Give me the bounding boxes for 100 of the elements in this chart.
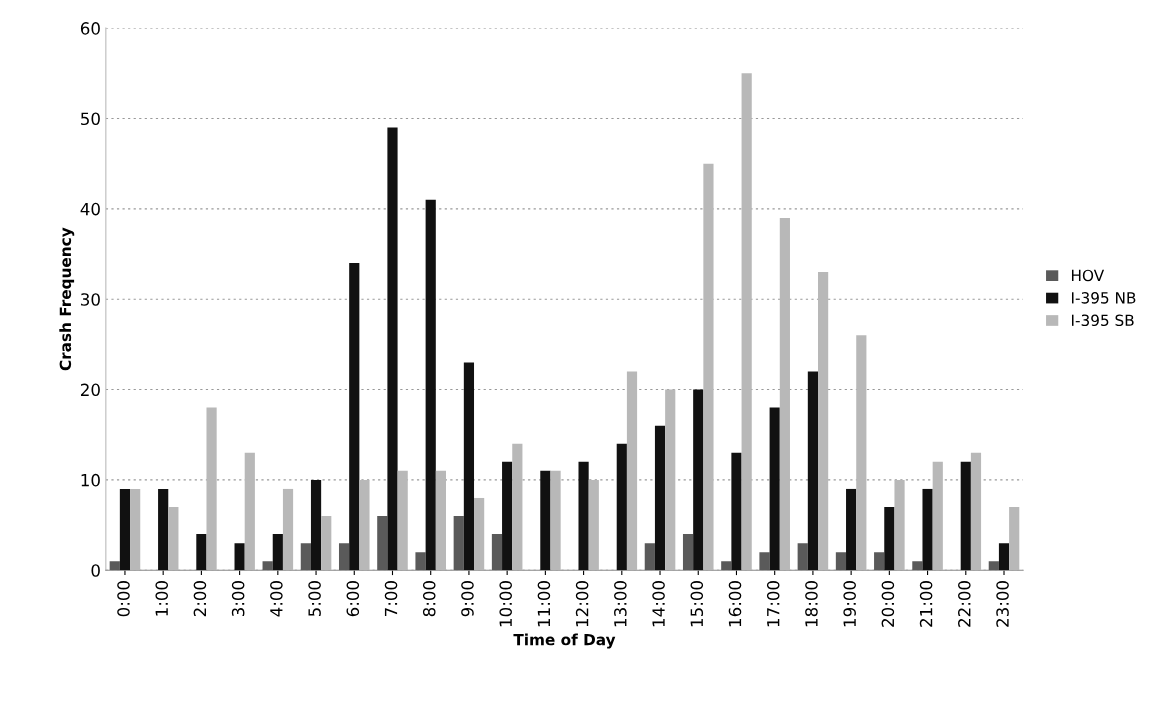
x-tick-label: 5:00: [308, 581, 321, 617]
legend-label: HOV: [1071, 269, 1105, 282]
bar: [818, 272, 829, 571]
x-tick-label: 15:00: [690, 581, 704, 627]
bar: [682, 534, 694, 571]
bar: [435, 470, 446, 571]
bar: [425, 199, 436, 571]
bar: [665, 389, 676, 571]
bar: [196, 534, 207, 571]
y-tick-label: 50: [81, 112, 100, 126]
bar: [769, 407, 780, 571]
x-tick-label: 18:00: [805, 581, 818, 627]
bar: [626, 371, 638, 571]
bar: [703, 163, 714, 571]
bar: [338, 543, 350, 571]
bar: [922, 488, 933, 571]
bar: [168, 507, 179, 571]
bar: [463, 362, 475, 571]
x-tick-label: 23:00: [996, 581, 1009, 627]
y-tick-label: 20: [80, 383, 100, 397]
bar: [272, 534, 283, 571]
bar: [453, 516, 464, 571]
bar: [158, 488, 169, 571]
bar: [874, 552, 885, 571]
x-tick-label: 19:00: [843, 581, 856, 627]
x-tick-label: 6:00: [346, 581, 360, 617]
bar: [846, 488, 857, 571]
bar: [654, 425, 666, 571]
bar: [912, 561, 923, 571]
bar: [932, 461, 943, 571]
bar: [491, 534, 503, 571]
bar: [512, 443, 523, 571]
bar: [310, 479, 322, 571]
y-tick-label: 60: [80, 22, 100, 35]
bar: [540, 470, 551, 571]
bar: [998, 543, 1010, 571]
bar: [644, 543, 655, 571]
bar: [884, 507, 895, 571]
x-tick-label: 0:00: [117, 581, 130, 617]
x-tick-label: 11:00: [537, 581, 551, 627]
bar: [109, 561, 120, 571]
y-tick-label: 0: [91, 564, 100, 577]
legend-label: I-395 SB: [1071, 314, 1134, 327]
bar: [856, 335, 867, 571]
bar: [779, 217, 790, 571]
bar: [397, 470, 408, 571]
bar: [377, 516, 388, 571]
x-tick-label: 13:00: [614, 581, 627, 627]
bar: [797, 543, 808, 571]
bar: [741, 73, 752, 571]
bar: [415, 552, 426, 571]
bar: [988, 561, 999, 571]
bar: [130, 488, 141, 571]
bar: [588, 479, 599, 571]
bar: [578, 461, 589, 571]
x-tick-label: 22:00: [958, 581, 971, 627]
bar: [359, 479, 370, 571]
y-tick-label: 40: [80, 202, 100, 216]
bar: [119, 488, 131, 571]
bar: [550, 470, 561, 571]
x-tick-label: 8:00: [422, 581, 436, 617]
bar: [616, 443, 627, 571]
x-tick-label: 12:00: [575, 581, 589, 627]
x-tick-label: 17:00: [766, 581, 780, 627]
bar: [721, 561, 732, 571]
y-tick-label: 30: [81, 293, 100, 306]
bar: [474, 497, 485, 571]
bar: [282, 488, 294, 571]
bar: [807, 371, 819, 571]
bar: [387, 127, 398, 571]
bar: [300, 543, 311, 571]
bar: [262, 561, 273, 571]
x-tick-label: 3:00: [231, 581, 245, 617]
x-tick-label: 20:00: [881, 581, 895, 627]
bar: [206, 407, 217, 571]
bar: [502, 461, 513, 571]
y-axis-title: Crash Frequency: [59, 227, 75, 371]
bar: [1009, 507, 1020, 571]
x-axis-title: Time of Day: [513, 633, 616, 649]
x-tick-label: 21:00: [919, 581, 933, 627]
x-tick-label: 9:00: [461, 581, 474, 617]
bar: [234, 543, 245, 571]
bar: [244, 452, 255, 571]
bar: [970, 452, 982, 571]
x-tick-label: 2:00: [193, 581, 207, 617]
bar: [835, 552, 847, 571]
y-tick-label: 10: [81, 473, 100, 487]
x-tick-label: 14:00: [652, 581, 665, 627]
bar: [759, 552, 770, 571]
bar: [894, 479, 905, 571]
bar: [731, 452, 742, 571]
bar: [321, 516, 332, 571]
x-tick-label: 4:00: [270, 581, 283, 617]
x-tick-label: 1:00: [155, 581, 169, 616]
x-tick-label: 7:00: [384, 581, 398, 617]
x-tick-label: 16:00: [728, 581, 742, 627]
bar: [960, 461, 971, 571]
x-tick-label: 10:00: [499, 581, 512, 627]
legend-label: I-395 NB: [1071, 292, 1136, 304]
bar: [349, 263, 360, 571]
